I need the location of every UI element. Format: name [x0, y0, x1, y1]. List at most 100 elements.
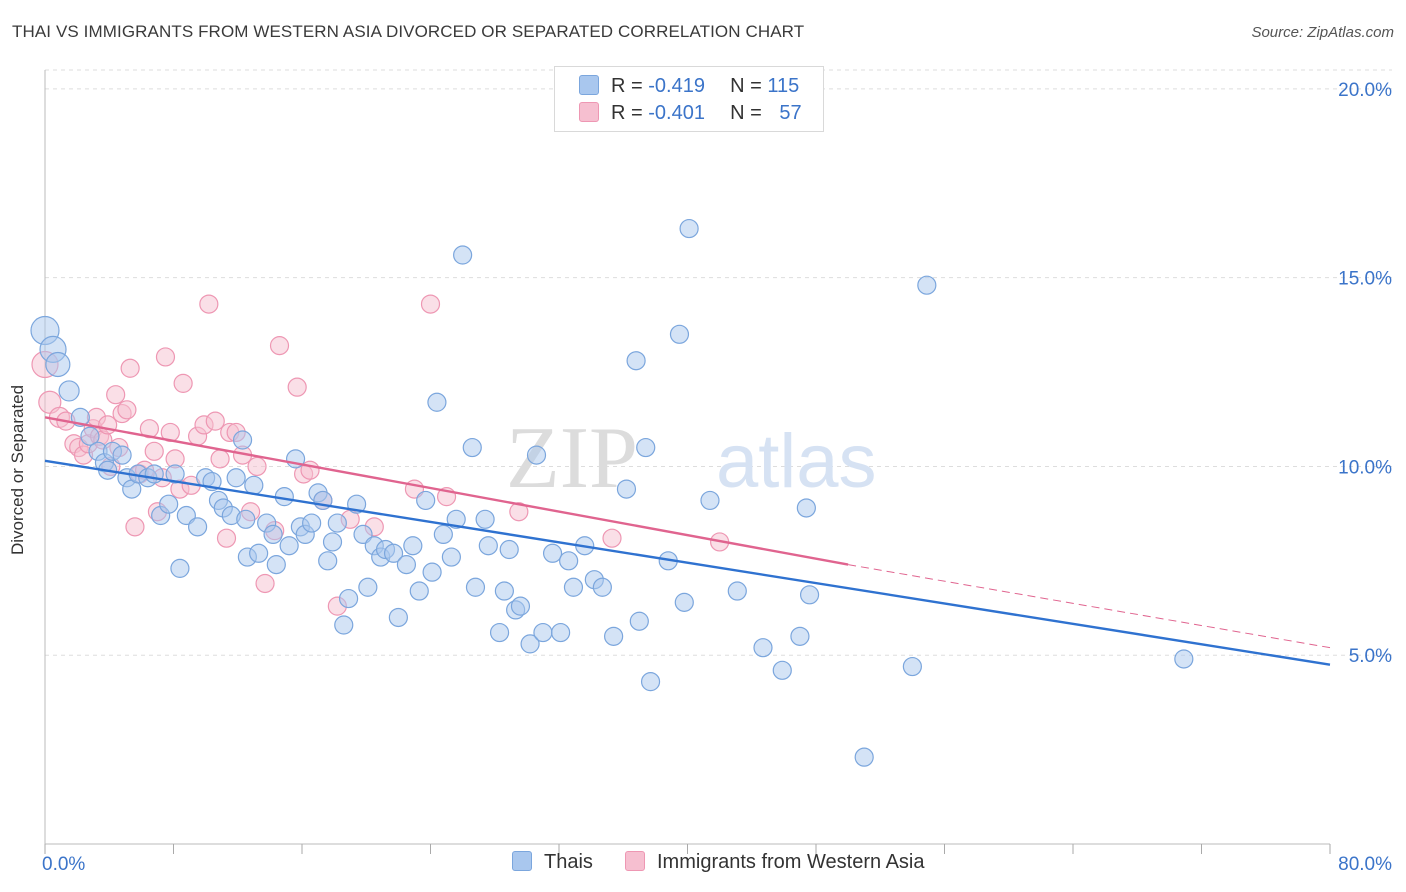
legend-n-label: N =	[730, 75, 762, 97]
thais-point-62	[427, 392, 447, 412]
thais-point-65	[446, 509, 466, 529]
legend-swatch-pink	[579, 102, 599, 122]
correlation-legend: R = -0.419 N = 115 R = -0.401 N = 57	[554, 66, 824, 132]
legend-r-value-immigrants: -0.401	[648, 102, 705, 124]
thais-point-91	[640, 672, 661, 692]
thais-point-60	[416, 490, 436, 511]
thais-point-63	[433, 524, 453, 545]
thais-point-3	[58, 380, 80, 402]
thais-point-101	[796, 498, 816, 518]
immigrants-point-46	[287, 377, 307, 397]
immigrants-point-18	[120, 358, 140, 378]
thais-point-41	[302, 513, 322, 533]
thais-point-2	[45, 351, 71, 378]
immigrants-point-36	[210, 449, 230, 469]
thais-point-82	[563, 577, 584, 597]
legend-r-label: R =	[611, 75, 643, 97]
thais-point-27	[226, 468, 246, 488]
thais-point-45	[322, 532, 343, 552]
immigrants-point-17	[117, 400, 137, 420]
chart-title: THAI VS IMMIGRANTS FROM WESTERN ASIA DIV…	[12, 22, 805, 41]
source-label: Source: ZipAtlas.com	[1251, 24, 1394, 41]
y-tick-label-1: 10.0%	[1338, 457, 1392, 478]
thais-point-79	[542, 543, 563, 563]
thais-point-57	[396, 555, 417, 575]
legend-item-thais: Thais	[512, 851, 593, 874]
series-legend: Thais Immigrants from Western Asia	[0, 851, 1406, 879]
x-tick-label-1: 80.0%	[1338, 854, 1392, 875]
thais-point-89	[629, 611, 649, 631]
immigrants-trend-extension	[848, 564, 1331, 649]
thais-point-72	[494, 581, 514, 601]
thais-point-37	[279, 536, 299, 556]
legend-r-value-thais: -0.419	[648, 75, 705, 97]
immigrants-point-30	[173, 373, 193, 393]
thais-point-100	[790, 626, 810, 646]
thais-point-70	[478, 536, 498, 556]
thais-point-90	[636, 437, 656, 458]
thais-point-76	[520, 634, 540, 654]
thais-point-88	[626, 351, 646, 371]
thais-point-94	[674, 592, 694, 612]
trend-lines	[44, 416, 1331, 666]
y-tick-label-3: 20.0%	[1338, 80, 1392, 101]
legend-label-immigrants: Immigrants from Western Asia	[657, 851, 925, 873]
immigrants-point-26	[155, 347, 176, 367]
thais-point-59	[409, 581, 429, 601]
thais-point-86	[604, 626, 624, 646]
thais-point-81	[559, 551, 579, 571]
thais-point-73	[499, 539, 519, 560]
thais-point-104	[917, 275, 937, 295]
y-tick-labels: 5.0% 10.0% 15.0% 20.0%	[1338, 80, 1392, 667]
thais-point-93	[669, 324, 690, 344]
x-tick-label-0: 0.0%	[42, 854, 85, 875]
immigrants-point-19	[125, 517, 145, 537]
immigrants-point-37	[216, 528, 237, 548]
thais-point-18	[165, 464, 185, 484]
thais-point-29	[236, 509, 256, 529]
thais-point-102	[799, 585, 820, 605]
thais-point-103	[902, 656, 922, 677]
legend-swatch-thais	[512, 851, 532, 871]
thais-point-80	[551, 622, 571, 643]
immigrants-point-45	[269, 336, 290, 356]
thais-point-95	[679, 218, 699, 239]
legend-row-immigrants: R = -0.401 N = 57	[579, 102, 802, 126]
thais-point-44	[318, 551, 338, 571]
thais-point-19	[170, 558, 190, 578]
legend-swatch-blue	[579, 75, 599, 95]
thais-point-96	[700, 490, 720, 511]
thais-point-17	[159, 494, 179, 514]
legend-r-label: R =	[611, 102, 643, 124]
thais-point-48	[338, 588, 359, 609]
legend-n-value-thais: 115	[767, 75, 800, 97]
immigrants-point-57	[602, 528, 622, 548]
thais-point-56	[388, 607, 408, 628]
thais-point-67	[462, 437, 482, 458]
axes	[44, 70, 1331, 854]
thais-point-87	[616, 479, 637, 499]
thais-point-105	[854, 747, 874, 767]
thais-point-31	[244, 475, 264, 495]
thais-point-99	[772, 660, 792, 680]
immigrants-point-34	[199, 294, 219, 314]
thais-point-68	[465, 577, 486, 597]
immigrants-point-35	[205, 411, 225, 431]
legend-row-thais: R = -0.419 N = 115	[579, 75, 799, 99]
thais-point-106	[1174, 649, 1194, 669]
legend-n-label: N =	[730, 102, 762, 124]
thais-point-46	[327, 513, 347, 533]
thais-point-58	[403, 536, 423, 556]
y-tick-label-0: 5.0%	[1349, 646, 1392, 667]
thais-point-28	[232, 430, 253, 450]
watermark-atlas: atlas	[716, 419, 877, 504]
immigrants-point-23	[144, 441, 164, 461]
thais-point-34	[263, 524, 283, 545]
thais-point-47	[334, 615, 354, 635]
immigrants-point-56	[509, 502, 529, 522]
legend-swatch-immigrants	[625, 851, 645, 871]
thais-point-10	[112, 445, 132, 465]
thais-point-77	[526, 445, 547, 465]
immigrants-point-43	[255, 573, 275, 594]
